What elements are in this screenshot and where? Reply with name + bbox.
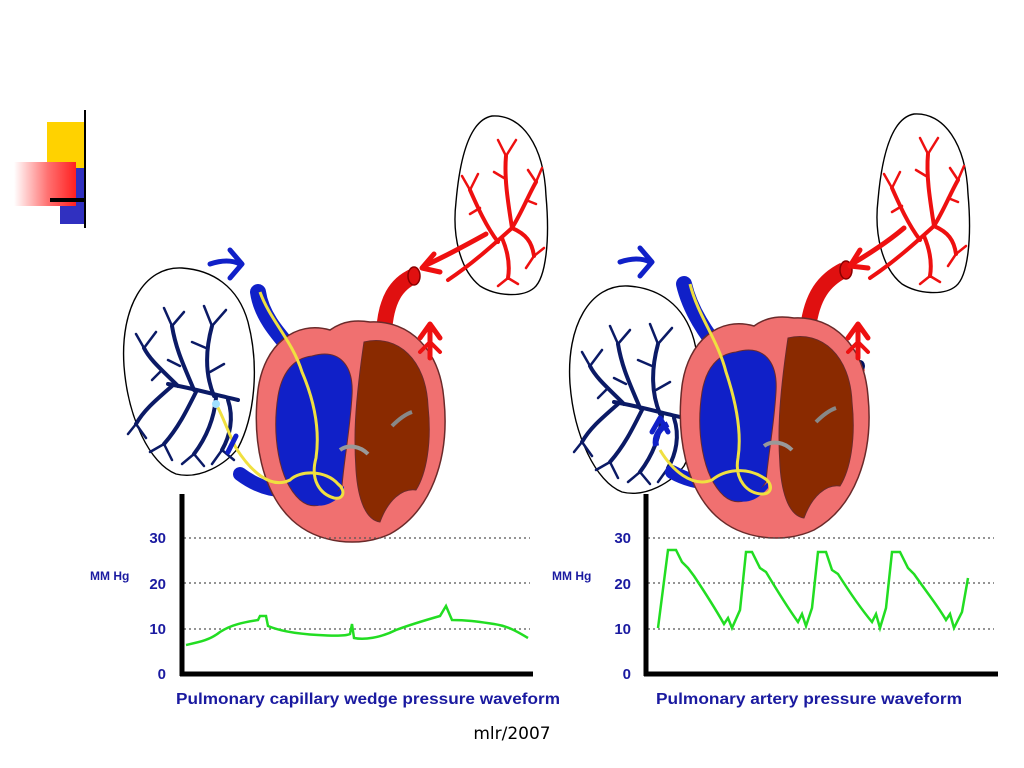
flow-arrow-icon	[620, 248, 652, 276]
right-heart-lung-diagram	[567, 111, 972, 541]
tick-label-0: 0	[623, 666, 631, 683]
lung-icon	[868, 111, 972, 295]
lung-icon	[446, 113, 550, 297]
flow-arrow-icon	[210, 250, 242, 278]
tick-label-10: 10	[614, 621, 631, 638]
tick-label-20: 20	[614, 576, 631, 593]
catheter	[214, 291, 345, 500]
waveform-line	[656, 548, 970, 633]
tick-label-30: 30	[614, 530, 631, 547]
unit-label: MM Hg	[90, 569, 129, 583]
waveform-line	[185, 603, 529, 647]
tick-label-0: 0	[158, 666, 166, 683]
graph-caption: Pulmonary artery pressure waveform	[656, 691, 962, 708]
heart-diagram	[254, 318, 448, 545]
footer-credit: mlr/2007	[473, 724, 551, 744]
tick-label-10: 10	[149, 621, 166, 638]
tick-label-20: 20	[149, 576, 166, 593]
left-pressure-graph: MM Hg 30 20 10 0 Pulmonary capillary wed…	[90, 494, 560, 708]
right-pressure-graph: MM Hg 30 20 10 0 Pulmonary artery pressu…	[552, 494, 998, 708]
title-accent	[14, 110, 86, 228]
heart-diagram	[678, 314, 872, 541]
lung-icon	[567, 283, 703, 496]
catheter	[658, 283, 772, 496]
left-heart-lung-diagram	[121, 113, 550, 545]
graph-caption: Pulmonary capillary wedge pressure wavef…	[176, 691, 560, 708]
unit-label: MM Hg	[552, 569, 591, 583]
tick-label-30: 30	[149, 530, 166, 547]
